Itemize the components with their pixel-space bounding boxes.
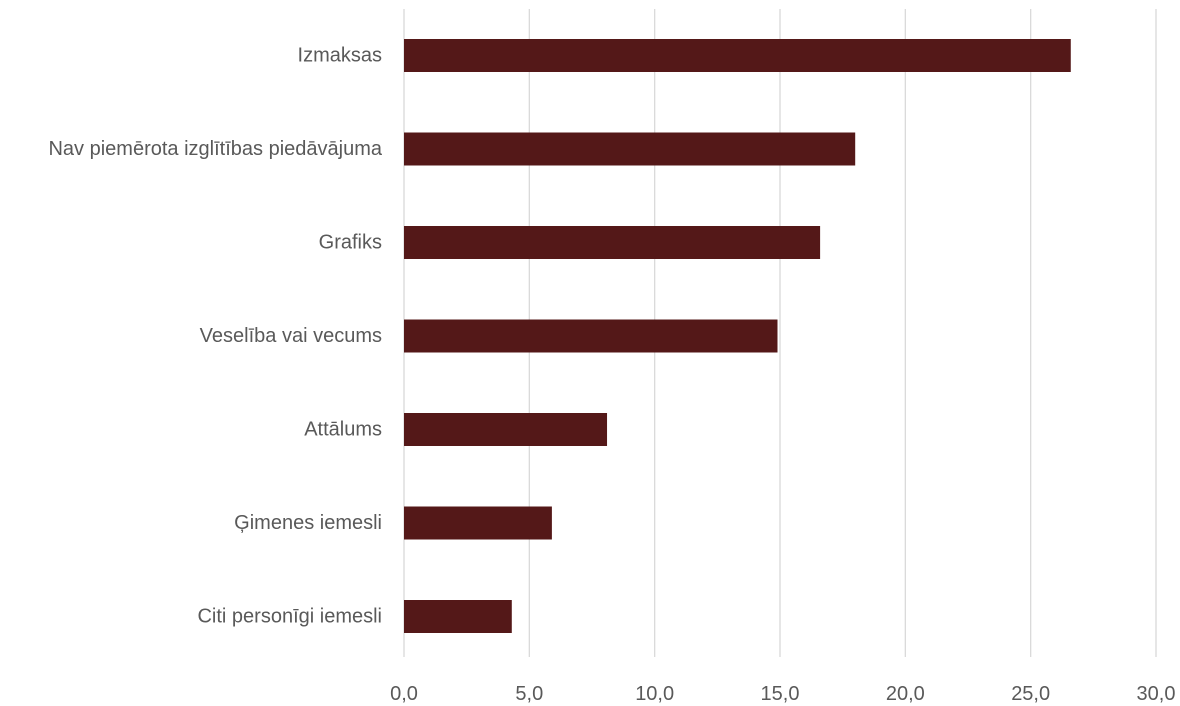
category-label-2: Grafiks (319, 232, 382, 254)
x-tick-label-1: 5,0 (515, 683, 543, 705)
x-tick-label-6: 30,0 (1137, 683, 1176, 705)
category-label-6: Citi personīgi iemesli (197, 606, 382, 628)
category-label-5: Ģimenes iemesli (234, 512, 382, 534)
bars (404, 39, 1071, 633)
bar-1 (404, 132, 856, 166)
x-tick-label-0: 0,0 (390, 683, 418, 705)
bar-0 (404, 39, 1071, 72)
bar-2 (404, 226, 821, 259)
category-labels: Izmaksas Nav piemērota izglītības piedāvā… (48, 45, 382, 628)
x-tick-label-2: 10,0 (635, 683, 674, 705)
bar-3 (404, 319, 778, 353)
bar-4 (404, 413, 608, 446)
x-tick-label-4: 20,0 (886, 683, 925, 705)
category-label-3: Veselība vai vecums (200, 325, 382, 347)
x-axis-tick-labels: 0,0 5,0 10,0 15,0 20,0 25,0 30,0 (390, 683, 1175, 705)
category-label-0: Izmaksas (298, 45, 382, 67)
bar-6 (404, 600, 512, 633)
category-label-1: Nav piemērota izglītības piedāvājuma (48, 138, 382, 160)
x-tick-label-3: 15,0 (761, 683, 800, 705)
bar-5 (404, 506, 552, 540)
x-tick-label-5: 25,0 (1011, 683, 1050, 705)
category-label-4: Attālums (304, 419, 382, 441)
